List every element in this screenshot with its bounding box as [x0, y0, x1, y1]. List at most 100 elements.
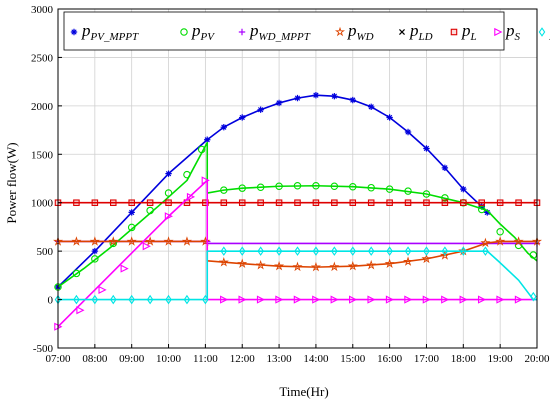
data-point — [202, 294, 209, 305]
data-point — [515, 199, 522, 206]
diamond-marker — [165, 294, 172, 305]
square-marker — [109, 199, 117, 206]
square-marker — [515, 199, 522, 206]
data-point — [238, 295, 247, 304]
data-point — [367, 103, 375, 111]
diamond-marker — [91, 294, 99, 305]
series-pv_mppt — [54, 92, 491, 291]
star-marker — [347, 260, 358, 271]
circle-marker — [91, 255, 99, 263]
square-marker — [460, 199, 467, 206]
data-point — [495, 236, 506, 246]
diamond-marker — [257, 246, 264, 256]
square-marker — [450, 28, 458, 36]
data-point — [110, 294, 117, 305]
star-marker — [255, 259, 266, 270]
diamond-marker — [386, 246, 393, 256]
circle-marker — [238, 184, 246, 192]
diamond-marker — [530, 291, 537, 302]
data-point — [220, 186, 228, 194]
data-point — [404, 199, 412, 206]
data-point — [404, 128, 412, 136]
y-tick-label: 500 — [37, 246, 54, 258]
data-point — [142, 242, 151, 251]
data-point — [439, 250, 450, 260]
triangle-marker — [186, 192, 196, 201]
data-point — [220, 246, 228, 256]
diamond-marker — [275, 246, 283, 256]
data-point — [367, 295, 376, 304]
square-marker — [386, 199, 393, 206]
circle-marker — [441, 194, 449, 202]
diamond-marker — [367, 246, 375, 256]
diamond-marker — [482, 246, 489, 256]
x-tick-label: 08:00 — [82, 353, 108, 365]
square-marker — [423, 199, 430, 206]
square-marker — [478, 199, 486, 206]
data-point — [423, 145, 430, 152]
data-point — [109, 239, 118, 248]
square-marker — [128, 199, 135, 206]
diamond-marker — [128, 294, 135, 305]
data-point — [293, 182, 302, 190]
star-marker — [218, 257, 229, 267]
data-point — [423, 199, 430, 206]
grid — [57, 8, 538, 349]
asterisk-marker — [128, 209, 135, 216]
data-point — [441, 164, 449, 172]
circle-marker — [496, 228, 504, 236]
square-marker — [73, 199, 80, 206]
x-tick-label: 18:00 — [451, 353, 477, 365]
asterisk-marker — [204, 136, 211, 143]
triangle-marker — [76, 306, 85, 315]
square-marker — [496, 199, 504, 206]
data-point — [275, 182, 283, 190]
diamond-marker — [331, 246, 338, 256]
circle-marker — [180, 28, 188, 36]
data-point — [441, 295, 450, 304]
series-line-pv — [57, 141, 538, 288]
data-point — [331, 199, 338, 206]
data-point — [293, 295, 302, 304]
data-point — [275, 295, 284, 304]
data-point — [421, 253, 432, 264]
data-point — [349, 199, 357, 206]
star-marker — [126, 236, 137, 246]
data-point — [164, 212, 173, 221]
data-point — [329, 261, 340, 272]
data-point — [165, 199, 172, 206]
y-tick-label: 1500 — [31, 149, 54, 161]
square-marker — [349, 199, 357, 206]
data-point — [423, 246, 430, 256]
star-marker — [334, 26, 346, 37]
diamond-marker — [441, 246, 449, 256]
triangle-marker — [404, 295, 413, 304]
data-point — [257, 246, 264, 256]
legend-subscript-wd_mppt: WD_MPPT — [259, 31, 311, 43]
square-marker — [294, 199, 301, 206]
data-point — [218, 257, 229, 267]
data-point — [386, 199, 393, 206]
square-marker — [165, 199, 172, 206]
data-point — [183, 170, 191, 179]
diamond-marker — [538, 27, 546, 37]
data-point — [496, 295, 505, 304]
diamond-marker — [220, 246, 228, 256]
triangle-marker — [349, 295, 358, 304]
star-marker — [108, 236, 119, 246]
star-marker — [89, 236, 100, 246]
asterisk-marker — [312, 92, 320, 99]
data-point — [347, 260, 358, 271]
data-point — [294, 94, 301, 102]
circle-marker — [197, 145, 206, 154]
square-marker — [404, 199, 412, 206]
data-point — [146, 294, 154, 305]
x-tick-label: 07:00 — [45, 353, 71, 365]
data-point — [128, 209, 135, 216]
data-point — [484, 209, 491, 216]
asterisk-marker — [423, 145, 430, 152]
data-point — [238, 246, 246, 256]
triangle-marker — [120, 264, 129, 273]
